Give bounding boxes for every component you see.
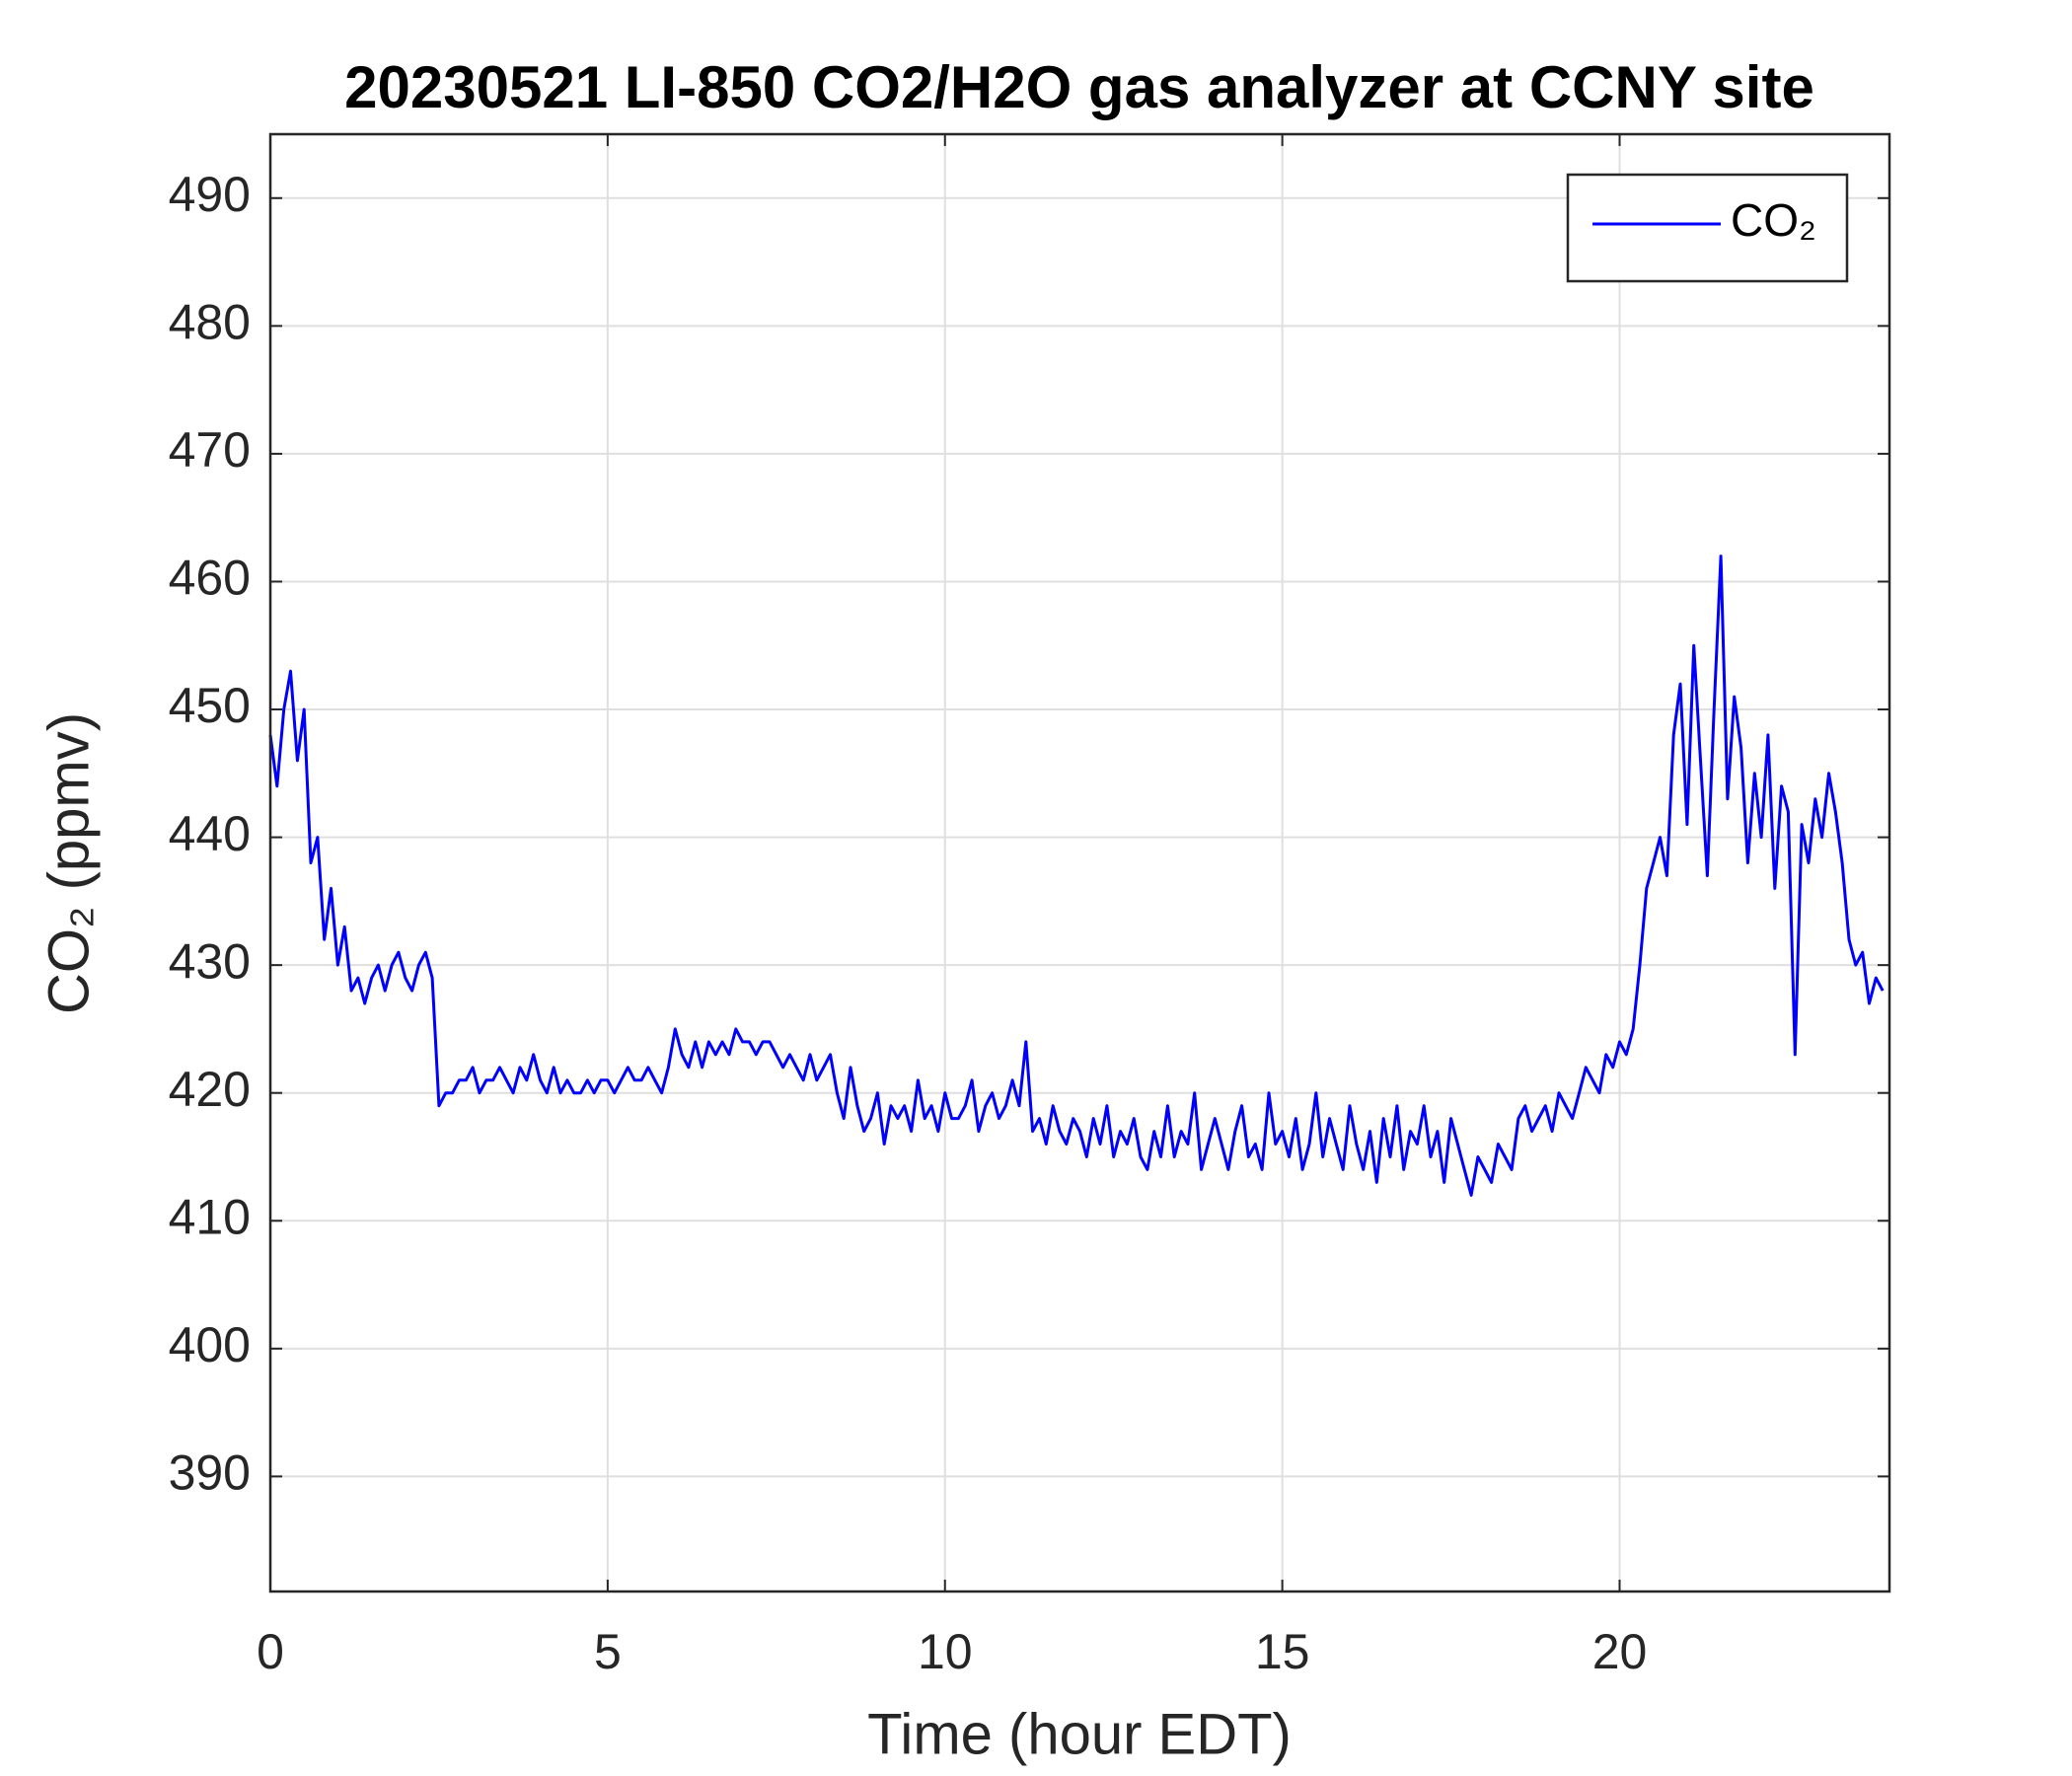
x-tick-label: 5 — [594, 1624, 622, 1679]
data-line — [268, 555, 1885, 1197]
y-tick-label: 480 — [169, 295, 251, 350]
y-tick-label: 470 — [169, 422, 251, 478]
y-tick-label: 490 — [169, 167, 251, 222]
x-tick-label: 15 — [1255, 1624, 1310, 1679]
x-axis-label: Time (hour EDT) — [867, 1702, 1292, 1766]
legend-box — [1566, 173, 1849, 283]
y-tick-label: 390 — [169, 1445, 251, 1501]
legend-label: CO₂ — [1731, 194, 1816, 246]
x-tick-label: 20 — [1592, 1624, 1648, 1679]
chart-title: 20230521 LI-850 CO2/H2O gas analyzer at … — [344, 54, 1814, 120]
y-tick-label: 460 — [169, 551, 251, 606]
y-tick-label: 400 — [169, 1317, 251, 1372]
y-tick-label: 410 — [169, 1189, 251, 1244]
y-tick-label: 420 — [169, 1062, 251, 1117]
plot-frame — [268, 132, 1891, 1593]
x-tick-label: 0 — [257, 1624, 284, 1679]
x-tick-label: 10 — [918, 1624, 973, 1679]
y-tick-label: 430 — [169, 933, 251, 989]
y-tick-label: 450 — [169, 678, 251, 733]
y-tick-label: 440 — [169, 806, 251, 861]
y-axis-label: CO₂ (ppmv) — [37, 712, 101, 1014]
